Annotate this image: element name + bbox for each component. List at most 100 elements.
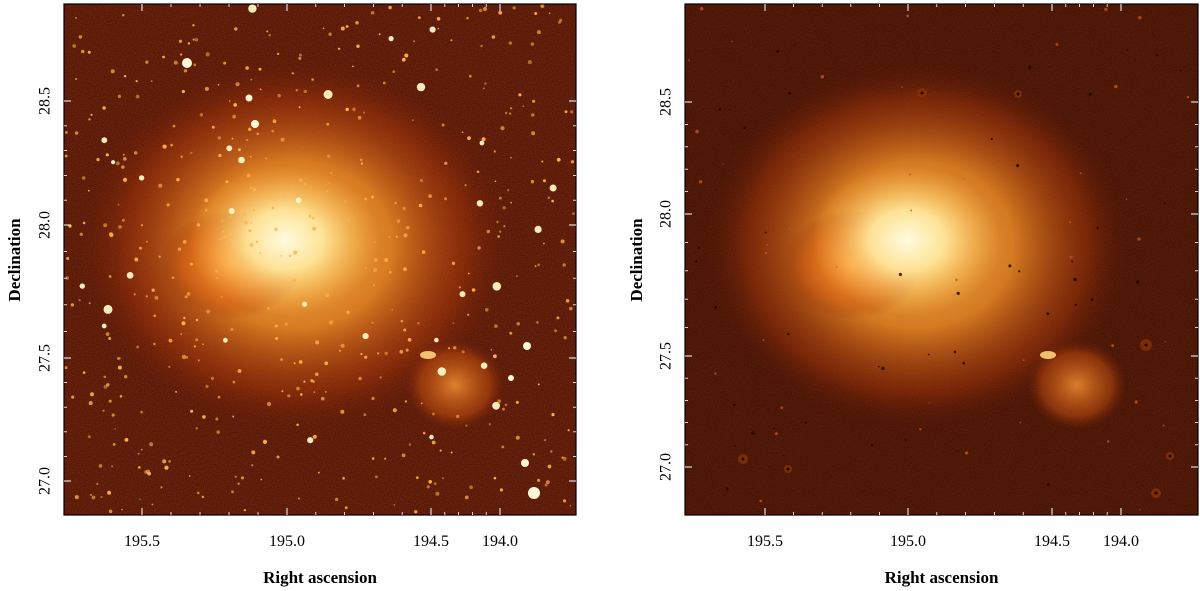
star-source <box>252 187 256 192</box>
star-source <box>549 184 557 192</box>
star-source <box>401 57 406 62</box>
star-source <box>184 295 188 299</box>
star-source <box>227 242 232 247</box>
residual-speck <box>722 163 724 165</box>
residual-speck <box>698 180 703 184</box>
star-source <box>74 495 79 500</box>
residual-speck <box>964 451 969 455</box>
star-source <box>195 338 199 342</box>
x-tick-label: 195.5 <box>747 533 783 550</box>
star-source <box>237 148 241 152</box>
star-source <box>115 161 120 166</box>
star-source <box>252 208 256 212</box>
star-source <box>362 333 369 340</box>
residual-speck <box>1139 509 1141 511</box>
star-source <box>444 161 448 165</box>
star-source <box>166 203 170 207</box>
star-source <box>512 6 516 10</box>
star-source <box>196 223 201 227</box>
star-source <box>302 301 308 307</box>
star-source <box>461 350 465 354</box>
residual-speck <box>878 342 882 345</box>
star-source <box>117 365 122 370</box>
star-source <box>562 456 567 461</box>
star-source <box>197 491 200 495</box>
residual-speck <box>759 499 762 503</box>
star-source <box>293 362 296 365</box>
star-source <box>486 229 490 234</box>
star-source <box>414 510 418 514</box>
star-source <box>326 154 331 158</box>
star-source <box>117 357 120 360</box>
star-source <box>318 196 321 199</box>
star-source <box>477 246 481 250</box>
star-source <box>407 338 412 342</box>
star-source <box>103 375 107 379</box>
star-source <box>322 27 325 30</box>
residual-speck <box>953 350 957 354</box>
residual-speck <box>1071 260 1074 263</box>
star-source <box>90 392 94 397</box>
star-source <box>490 348 493 351</box>
star-source <box>569 504 572 507</box>
star-source <box>232 415 235 418</box>
star-source <box>364 266 367 269</box>
star-source <box>328 181 331 184</box>
star-source <box>234 27 238 31</box>
star-source <box>271 129 275 133</box>
star-source <box>544 483 548 487</box>
star-source <box>282 195 285 198</box>
star-source <box>531 131 536 136</box>
star-source <box>464 184 467 187</box>
star-source <box>160 486 163 489</box>
residual-speck <box>906 14 910 18</box>
star-source <box>450 39 453 42</box>
star-source <box>158 255 161 258</box>
star-source <box>563 336 567 340</box>
star-source <box>192 38 195 41</box>
y-tick-label: 28.0 <box>658 200 675 228</box>
star-source <box>392 408 397 413</box>
star-source <box>326 122 330 126</box>
star-source <box>238 156 245 164</box>
star-source <box>194 38 199 42</box>
star-source <box>344 506 348 510</box>
y-tick-label: 28.5 <box>37 87 54 115</box>
star-source <box>569 306 573 311</box>
star-source <box>177 247 182 251</box>
star-source <box>266 401 272 407</box>
star-source <box>66 257 70 260</box>
star-source <box>497 399 501 404</box>
star-source <box>450 451 453 454</box>
star-source <box>268 34 271 37</box>
star-source <box>82 371 86 374</box>
residual-speck <box>695 129 699 134</box>
star-source <box>468 74 472 78</box>
star-source <box>313 391 316 393</box>
star-source <box>244 220 248 225</box>
residual-speck <box>787 332 790 336</box>
cluster-core <box>190 165 380 315</box>
star-source <box>245 66 249 70</box>
star-source <box>364 355 368 359</box>
star-source <box>162 459 167 464</box>
right-sky-image: 195.5 195.0 194.5 194.0 27.0 27.5 28.0 28.5 <box>658 3 1199 550</box>
star-source <box>303 380 306 383</box>
star-source <box>145 60 149 64</box>
star-source <box>205 52 210 57</box>
residual-speck <box>962 361 966 365</box>
star-source <box>217 395 221 399</box>
plot-frame <box>684 3 1199 516</box>
star-source <box>135 80 138 83</box>
residual-speck <box>733 403 736 407</box>
star-source <box>248 127 252 131</box>
star-source <box>117 94 121 98</box>
residual-speck <box>1096 226 1099 230</box>
x-tick-label: 195.0 <box>269 533 305 550</box>
star-source <box>562 263 566 267</box>
star-source <box>281 390 284 393</box>
star-source <box>251 450 256 455</box>
x-tick-label: 195.5 <box>124 533 160 550</box>
star-source <box>137 452 140 455</box>
star-source <box>393 504 396 506</box>
